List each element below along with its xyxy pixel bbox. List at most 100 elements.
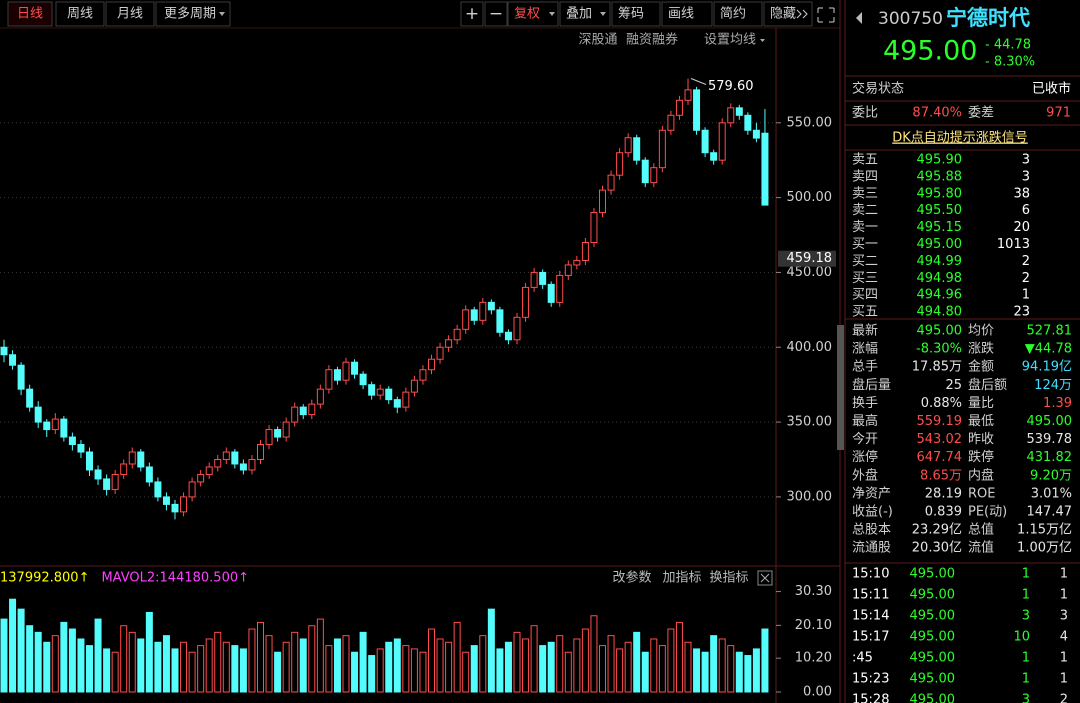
tool-button[interactable] (507, 1, 559, 27)
tab-label[interactable]: 月线 (117, 7, 143, 22)
sub-tool[interactable]: 深股通 (578, 33, 617, 48)
book-price: 495.80 (917, 186, 963, 201)
trade-volume: 1 (1022, 588, 1030, 603)
volume-bar (359, 631, 367, 693)
tool-button[interactable] (661, 1, 713, 27)
tool-button[interactable] (611, 1, 661, 27)
trade-count: 1 (1060, 567, 1068, 582)
candle-body (257, 444, 264, 460)
volume-bar (351, 651, 359, 693)
tab-label[interactable]: 周线 (67, 7, 93, 22)
trade-volume: 3 (1022, 609, 1030, 624)
tool-label[interactable]: 简约 (720, 6, 746, 22)
candle-body (26, 388, 34, 408)
volume-bar (590, 615, 598, 693)
stat-label: 涨跌 (968, 341, 994, 357)
trade-time: 15:28 (852, 693, 889, 703)
tool-button[interactable] (559, 1, 611, 27)
y-tick-label: 550.00 (787, 115, 833, 130)
tab-button[interactable] (105, 1, 155, 27)
candle-body (368, 384, 376, 396)
stat-value: 495.00 (917, 324, 963, 339)
volume-bar (128, 631, 136, 693)
tool-button[interactable] (484, 1, 508, 27)
stat-value: ▼44.78 (1025, 342, 1072, 357)
candle-body (385, 388, 393, 401)
volume-bar (68, 628, 76, 693)
candle-body (393, 399, 401, 408)
tool-label[interactable]: 隐藏 (770, 7, 796, 22)
stat-label: 内盘 (968, 467, 994, 483)
candle-body (675, 99, 683, 116)
volume-bar (530, 625, 538, 693)
volume-bar (308, 625, 316, 693)
side-tab[interactable] (837, 325, 844, 450)
volume-bar (573, 638, 581, 693)
candle-body (641, 159, 649, 184)
volume-bar (453, 621, 461, 693)
candle-body (445, 339, 453, 348)
prev-icon[interactable] (856, 12, 862, 24)
candle-body (94, 469, 102, 480)
stat-label: 涨幅 (852, 342, 878, 357)
candle-body (222, 451, 230, 460)
volume-bar (522, 638, 530, 693)
tool-label[interactable]: 复权 (514, 6, 540, 22)
tool-button[interactable] (763, 1, 813, 27)
tab-button[interactable] (7, 1, 53, 27)
candle-body (564, 264, 572, 276)
indicator-label: MAVOL2:144180.500↑ (101, 571, 249, 586)
candle-body (761, 132, 769, 206)
signal-link[interactable]: DK点自动提示涨跌信号 (892, 130, 1028, 146)
book-price: 495.00 (917, 237, 963, 252)
tool-label[interactable]: 画线 (668, 7, 694, 22)
sub-tool[interactable]: 设置均线 (704, 33, 756, 48)
stat-label: 总值 (968, 522, 994, 538)
tool-button[interactable] (460, 1, 484, 27)
candle-body (325, 369, 333, 390)
volume-bar (658, 645, 666, 693)
stat-label: 总股本 (852, 523, 891, 538)
book-volume: 1 (1022, 288, 1030, 303)
tab-label[interactable]: 更多周期 (164, 6, 216, 22)
indicator-button[interactable]: 换指标 (709, 571, 748, 586)
candle-body (188, 481, 196, 498)
trade-price: 495.00 (910, 693, 956, 703)
candle-body (316, 388, 324, 405)
tool-label[interactable]: − (489, 4, 503, 24)
y-tick-label: 400.00 (787, 340, 833, 355)
trade-time: :45 (852, 651, 873, 666)
sub-tool[interactable]: 融资融券 (626, 32, 678, 48)
volume-bar (581, 628, 589, 693)
tab-label[interactable]: 日线 (17, 7, 43, 22)
stat-label: 最高 (852, 413, 878, 429)
indicator-button[interactable]: 改参数 (612, 570, 651, 586)
volume-bar (231, 645, 239, 693)
candle-body (453, 328, 461, 341)
candle-body (735, 107, 743, 116)
volume-bar (376, 648, 384, 693)
volume-bar (564, 651, 572, 693)
stat-value: 94.19亿 (1022, 360, 1072, 375)
tab-button[interactable] (155, 1, 231, 27)
tool-button[interactable] (713, 1, 763, 27)
candle-body (573, 259, 581, 266)
volume-bar (470, 645, 478, 693)
stat-label: 昨收 (968, 432, 994, 447)
close-button[interactable] (757, 570, 773, 586)
tool-label[interactable]: 筹码 (618, 6, 644, 22)
price-change: - 44.78 (985, 38, 1031, 53)
high-arrow (690, 78, 707, 85)
volume-bar (616, 648, 624, 693)
candle-body (137, 451, 145, 468)
y-tick-label: 30.30 (795, 584, 832, 599)
tab-button[interactable] (55, 1, 105, 27)
tool-label[interactable]: 叠加 (566, 7, 592, 22)
candle-body (479, 301, 487, 321)
candle-body (0, 346, 8, 356)
fullscreen-icon[interactable] (817, 7, 835, 23)
indicator-button[interactable]: 加指标 (662, 571, 701, 586)
volume-bar (86, 645, 93, 693)
tool-label[interactable]: + (465, 4, 479, 24)
candle-body (684, 89, 692, 101)
